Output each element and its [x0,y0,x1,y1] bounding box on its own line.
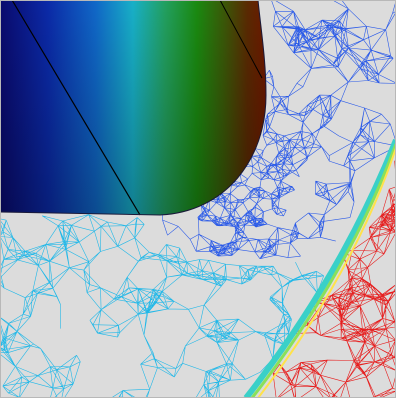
tool-edge-line-1 [11,0,141,216]
interface-band-outer [243,138,396,398]
mesh-region-red [272,160,396,398]
mesh-region-cyan [0,214,324,398]
mesh-edges-red [272,160,396,398]
interface-band-inner [257,147,396,398]
tool-outline [0,0,267,216]
interface-band-mid [250,143,396,398]
tool-shading [0,0,266,215]
mesh-edges-cyan [0,214,324,398]
tool-edge-line-2 [219,0,263,79]
